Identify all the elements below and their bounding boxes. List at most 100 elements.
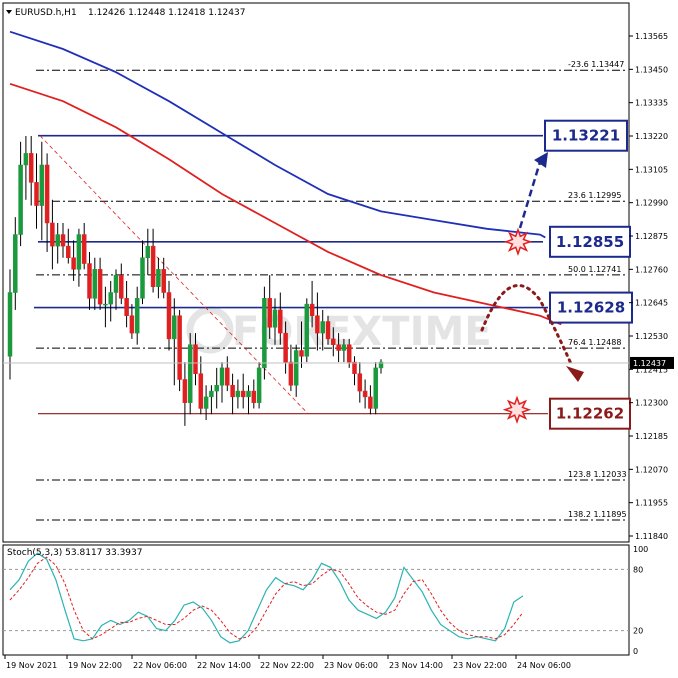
- candle-body: [187, 344, 193, 403]
- current-price-label: 1.12437: [633, 359, 666, 368]
- candle-body: [299, 350, 304, 357]
- level-box: [549, 225, 631, 258]
- price-panel-frame: [2, 2, 630, 543]
- price-label: 1.13105: [635, 165, 668, 174]
- time-label: 23 Nov 14:00: [389, 661, 443, 670]
- time-label: 22 Nov 06:00: [133, 661, 187, 670]
- candle-body: [60, 234, 66, 247]
- price-label: 1.12875: [635, 232, 668, 241]
- time-label: 23 Nov 06:00: [324, 661, 378, 670]
- candle-body: [246, 390, 251, 398]
- candle-body: [341, 344, 347, 351]
- candle-body: [108, 292, 113, 305]
- candle-body: [81, 234, 87, 264]
- fib-trendline: [39, 135, 309, 414]
- candle-body: [346, 344, 352, 363]
- candle-body: [134, 298, 140, 334]
- candle-body: [23, 153, 29, 166]
- arrow-down-head-icon: [566, 366, 584, 382]
- price-label: 1.12990: [635, 199, 668, 208]
- candle-body: [251, 390, 257, 403]
- candle-body: [97, 269, 103, 305]
- candle-body: [50, 222, 55, 247]
- stoch-axis-label: 20: [633, 627, 643, 636]
- candle-body: [113, 274, 119, 293]
- candle-body: [166, 292, 172, 340]
- candle-body: [256, 367, 262, 403]
- moving-averages: [9, 30, 562, 326]
- candle-body: [87, 263, 92, 299]
- candle-body: [44, 164, 50, 224]
- candle-body: [150, 245, 156, 287]
- candle-body: [240, 390, 246, 398]
- candle-body: [55, 234, 60, 247]
- candle-body: [378, 361, 384, 369]
- candle-body: [278, 309, 283, 334]
- fib-label: -23.6 1.13447: [568, 60, 624, 69]
- candle-body: [352, 361, 357, 374]
- fib-label: 123.8 1.12033: [568, 470, 627, 479]
- candle-body: [182, 379, 188, 403]
- stoch-axis-label: 100: [633, 545, 648, 554]
- candle-body: [219, 367, 225, 386]
- arrow-arc-dotted: [480, 283, 574, 368]
- candle-body: [362, 390, 368, 398]
- candle-body: [262, 298, 267, 369]
- candle-body: [193, 344, 198, 374]
- arrow-up-dashed: [518, 161, 542, 229]
- candle-body: [272, 309, 278, 328]
- price-label: 1.12185: [635, 432, 668, 441]
- price-label: 1.12530: [635, 332, 668, 341]
- candle-body: [225, 367, 230, 386]
- candle-body: [76, 234, 82, 270]
- stoch-axis-label: 80: [633, 565, 643, 574]
- candle-body: [18, 164, 23, 235]
- ma-blue-line: [9, 30, 546, 239]
- burst-icon: [502, 395, 532, 424]
- candle-body: [124, 298, 129, 316]
- ohlc-label: 1.12426 1.12448 1.12418 1.12437: [88, 8, 245, 18]
- price-label: 1.11955: [635, 499, 668, 508]
- candle-body: [368, 396, 373, 409]
- candle-body: [336, 344, 341, 351]
- candle-body: [156, 269, 161, 287]
- candle-body: [214, 385, 219, 392]
- price-label: 1.12645: [635, 299, 668, 308]
- price-label: 1.13450: [635, 65, 668, 74]
- price-label: 1.11840: [635, 532, 668, 541]
- candle-body: [172, 315, 177, 340]
- time-label: 24 Nov 06:00: [517, 661, 571, 670]
- stoch-axis-label: 0: [633, 647, 638, 656]
- candle-body: [315, 315, 320, 334]
- candles: [7, 136, 384, 426]
- level-box: [549, 397, 631, 430]
- burst-icon: [503, 227, 533, 257]
- time-label: 19 Nov 2021: [6, 661, 57, 670]
- candle-body: [309, 303, 315, 316]
- candle-body: [267, 298, 272, 328]
- candle-body: [119, 274, 124, 299]
- level-box: [549, 291, 633, 324]
- candle-body: [325, 321, 331, 340]
- candle-body: [230, 385, 235, 398]
- stoch-label: Stoch(5,3,3) 53.8117 33.3937: [7, 548, 142, 558]
- stoch-panel-frame: [2, 544, 630, 656]
- candle-body: [203, 396, 209, 409]
- time-label: 19 Nov 22:00: [68, 661, 122, 670]
- candle-body: [177, 315, 182, 380]
- candle-body: [13, 234, 18, 293]
- candle-body: [288, 361, 294, 386]
- time-axis: 19 Nov 2021 19 Nov 22:00 22 Nov 06:00 22 No…: [4, 655, 571, 670]
- annotations: 1.13221 1.12855 1.12628 1.12262: [480, 119, 633, 430]
- candle-body: [161, 269, 166, 293]
- candle-body: [28, 153, 34, 183]
- candle-body: [235, 390, 241, 398]
- price-label: 1.12300: [635, 399, 668, 408]
- fib-label: 50.0 1.12741: [568, 265, 621, 274]
- dropdown-triangle-icon[interactable]: [6, 10, 12, 14]
- candle-body: [198, 373, 204, 409]
- fib-label: 76.4 1.12488: [568, 338, 621, 347]
- candle-body: [331, 338, 336, 345]
- candle-body: [71, 257, 76, 270]
- stoch-panel: 100 80 20 0: [3, 545, 648, 656]
